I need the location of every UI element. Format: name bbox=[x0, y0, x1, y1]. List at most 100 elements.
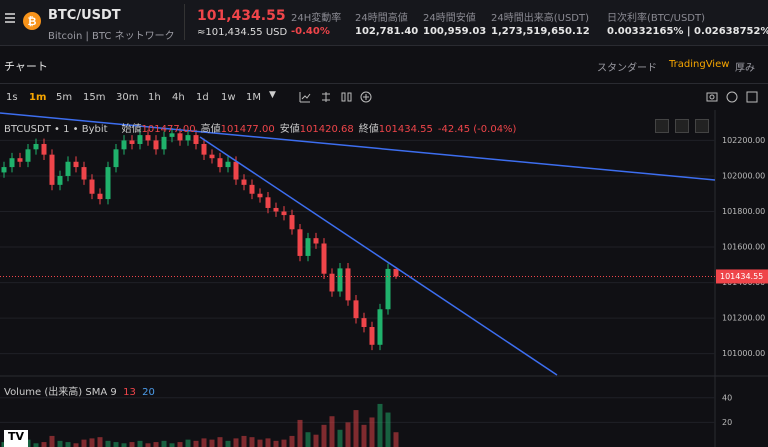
last-price-label: 101434.55 bbox=[720, 272, 763, 281]
candle-body bbox=[241, 179, 247, 185]
volume-bar bbox=[129, 442, 135, 447]
candle-body bbox=[233, 161, 239, 180]
y-tick-label: 102000.00 bbox=[722, 171, 765, 180]
menu-icon[interactable] bbox=[4, 12, 16, 24]
candle-body bbox=[169, 133, 175, 137]
candle-body bbox=[393, 268, 399, 277]
volume-bar bbox=[65, 442, 71, 447]
candle-body bbox=[217, 158, 223, 168]
interval[interactable]: 30m bbox=[116, 92, 139, 103]
candle-body bbox=[153, 140, 159, 150]
stat-value: 102,781.40 bbox=[355, 26, 419, 37]
candle-body bbox=[113, 149, 119, 168]
coin: Bitcoin bbox=[48, 31, 83, 42]
candle-body bbox=[201, 143, 207, 155]
candle-body bbox=[57, 175, 63, 185]
candle-body bbox=[17, 158, 23, 162]
volume-bar bbox=[337, 429, 343, 447]
stat-label: 日次利率(BTC/USDT) bbox=[607, 13, 706, 24]
legend-value: 101434.55 bbox=[378, 124, 433, 135]
stat-label: 24時間高値 bbox=[355, 13, 408, 24]
volume-bar bbox=[257, 439, 263, 447]
legend-value: 101477.00 bbox=[141, 124, 196, 135]
interval[interactable]: 1m bbox=[29, 92, 47, 103]
candle-body bbox=[297, 229, 303, 256]
volume-bar bbox=[385, 412, 391, 447]
candle-body bbox=[321, 243, 327, 274]
chart-icons[interactable] bbox=[705, 90, 765, 104]
interval[interactable]: 15m bbox=[83, 92, 106, 103]
chart-option[interactable]: スタンダード bbox=[597, 63, 657, 74]
chart: 102200.00 102000.00 101800.00 101600.00 1014… bbox=[0, 110, 768, 447]
interval[interactable]: 1M bbox=[246, 92, 261, 103]
volume-bar bbox=[25, 439, 31, 447]
trend-line bbox=[0, 112, 716, 181]
volume-bar bbox=[177, 442, 183, 447]
v-tick-label: 20 bbox=[722, 418, 732, 427]
volume-bar bbox=[169, 443, 175, 447]
legend-label: 高値 bbox=[200, 124, 221, 135]
chart-option[interactable]: TradingView bbox=[669, 59, 730, 70]
trend-line bbox=[199, 136, 558, 376]
candle-body bbox=[377, 309, 383, 345]
volume-bar bbox=[33, 443, 39, 447]
candle-body bbox=[1, 167, 7, 173]
volume-bar bbox=[273, 440, 279, 447]
candle-body bbox=[193, 135, 199, 144]
candle-body bbox=[249, 184, 255, 194]
price-usd: ≈101,434.55 USD bbox=[197, 27, 288, 38]
interval[interactable]: 4h bbox=[172, 92, 185, 103]
volume-bar bbox=[225, 440, 231, 447]
candle-body bbox=[329, 273, 335, 292]
tab-bar bbox=[0, 46, 768, 84]
volume-bar bbox=[145, 443, 151, 447]
candle-body bbox=[209, 154, 215, 159]
draw-tools[interactable] bbox=[298, 90, 378, 104]
sma-1: 13 bbox=[123, 387, 136, 398]
btc-logo: ₿ bbox=[23, 12, 41, 30]
candle-body bbox=[225, 161, 231, 168]
volume-bar bbox=[121, 443, 127, 447]
interval[interactable]: 5m bbox=[56, 92, 73, 103]
stat-label: 24時間出来高(USDT) bbox=[491, 13, 590, 24]
stat-value: 0.00332165% | 0.02638752% bbox=[607, 26, 768, 37]
volume-bar bbox=[97, 437, 103, 447]
candle-body bbox=[25, 149, 31, 162]
candle-body bbox=[313, 238, 319, 244]
y-tick-label: 101000.00 bbox=[722, 349, 765, 358]
interval[interactable]: 1w bbox=[221, 92, 236, 103]
legend-label: 終値 bbox=[358, 124, 379, 135]
volume-bar bbox=[137, 440, 143, 447]
y-tick-label: 101800.00 bbox=[722, 207, 765, 216]
candle-body bbox=[265, 197, 271, 208]
candle-body bbox=[361, 318, 367, 328]
candle-body bbox=[9, 158, 15, 168]
tv-logo: TV bbox=[4, 430, 28, 447]
stat-label: 24H変動率 bbox=[291, 13, 342, 24]
legend-change: -42.45 (-0.04%) bbox=[437, 124, 517, 135]
legend-symbol: BTCUSDT • 1 • Bybit bbox=[4, 124, 108, 135]
volume-bar bbox=[289, 435, 295, 447]
volume-bar bbox=[241, 435, 247, 447]
candle-body bbox=[41, 143, 47, 155]
interval[interactable]: 1h bbox=[148, 92, 161, 103]
legend-icons[interactable] bbox=[655, 119, 711, 133]
header bbox=[0, 0, 768, 46]
stat-value: 1,273,519,650.12 bbox=[491, 26, 590, 37]
volume-bar bbox=[153, 442, 159, 447]
stat-value: 100,959.03 bbox=[423, 26, 487, 37]
legend: BTCUSDT • 1 • Bybit 始値101477.00 高値101477.0… bbox=[4, 120, 516, 135]
volume-title: Volume (出来高) SMA 9 bbox=[4, 387, 117, 398]
pair[interactable]: BTC/USDT bbox=[48, 8, 121, 23]
candle-body bbox=[105, 167, 111, 200]
interval-dropdown[interactable]: ▼ bbox=[269, 90, 276, 100]
candle-body bbox=[337, 268, 343, 292]
chart-option[interactable]: 厚み bbox=[735, 63, 755, 74]
interval[interactable]: 1d bbox=[196, 92, 209, 103]
interval[interactable]: 1s bbox=[6, 92, 18, 103]
y-tick-label: 101600.00 bbox=[722, 243, 765, 252]
svg-text:₿: ₿ bbox=[28, 15, 37, 28]
legend-label: 始値 bbox=[121, 124, 142, 135]
candle-body bbox=[97, 193, 103, 200]
